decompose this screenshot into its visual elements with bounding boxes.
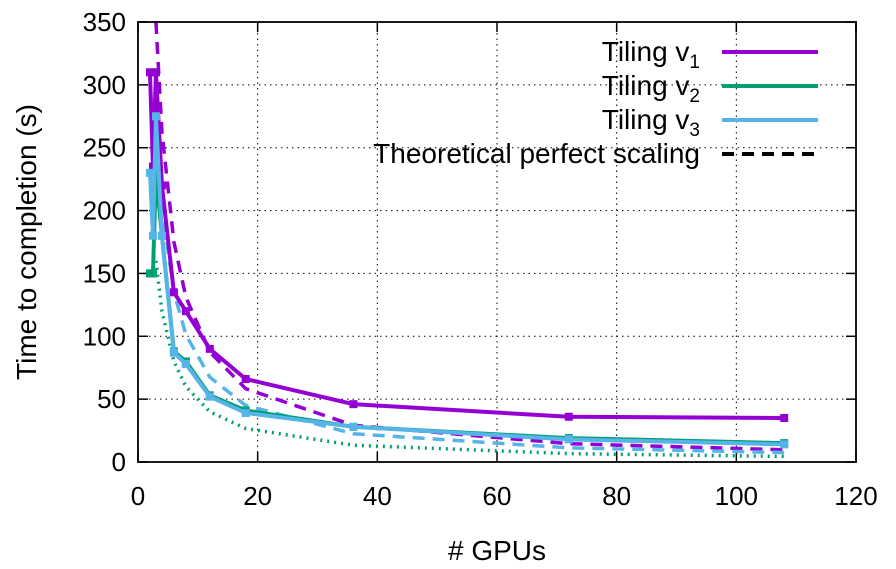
y-tick-label: 200 <box>83 196 126 226</box>
theoretical-curve <box>154 260 785 459</box>
plot-area <box>145 22 789 459</box>
data-point <box>151 68 160 77</box>
series-layer <box>145 22 789 459</box>
data-point <box>241 375 250 384</box>
data-point <box>157 231 166 240</box>
y-tick-label: 150 <box>83 258 126 288</box>
legend-text: Tiling v <box>602 104 690 135</box>
data-point <box>151 112 160 121</box>
legend-label: Tiling v3 <box>602 104 700 141</box>
data-point <box>145 68 154 77</box>
theoretical-curve <box>154 122 785 455</box>
legend-text: Tiling v <box>602 36 690 67</box>
y-tick-label: 350 <box>83 7 126 37</box>
x-tick-label: 40 <box>363 481 392 511</box>
data-point <box>181 359 190 368</box>
data-point <box>564 412 573 421</box>
plot-frame <box>137 21 857 463</box>
data-point <box>148 269 157 278</box>
data-point <box>148 231 157 240</box>
series-line <box>149 170 785 446</box>
data-point <box>564 435 573 444</box>
x-tick-label: 0 <box>131 481 145 511</box>
data-point <box>157 181 166 190</box>
tick-labels: 0 50 100 150 200 250 300 350 0 20 40 60 80 100 120 <box>83 7 878 511</box>
legend-label: Theoretical perfect scaling <box>373 138 700 169</box>
grid-lines <box>138 22 856 462</box>
legend-subscript: 1 <box>689 52 700 73</box>
x-tick-label: 80 <box>602 481 631 511</box>
data-point <box>349 422 358 431</box>
data-point <box>349 400 358 409</box>
x-tick-label: 120 <box>834 481 877 511</box>
y-tick-label: 300 <box>83 70 126 100</box>
y-tick-label: 250 <box>83 133 126 163</box>
data-point <box>205 344 214 353</box>
data-point <box>169 348 178 357</box>
x-tick-label: 100 <box>715 481 758 511</box>
legend-label: Tiling v2 <box>602 70 700 107</box>
legend-text: Theoretical perfect scaling <box>373 138 700 169</box>
y-axis-label: Time to completion (s) <box>11 104 42 380</box>
data-point <box>169 288 178 297</box>
legend-subscript: 3 <box>689 120 700 141</box>
data-point <box>205 392 214 401</box>
theoretical-curve <box>154 22 785 452</box>
y-tick-label: 0 <box>112 447 126 477</box>
data-point <box>181 307 190 316</box>
legend-label: Tiling v1 <box>602 36 700 73</box>
data-point <box>241 408 250 417</box>
legend-subscript: 2 <box>689 86 700 107</box>
y-tick-label: 100 <box>83 321 126 351</box>
y-tick-label: 50 <box>97 384 126 414</box>
x-axis-label: # GPUs <box>448 535 546 566</box>
data-point <box>780 440 789 449</box>
x-tick-label: 20 <box>243 481 272 511</box>
data-point <box>780 414 789 422</box>
x-tick-label: 60 <box>483 481 512 511</box>
legend-text: Tiling v <box>602 70 690 101</box>
data-point <box>145 168 154 177</box>
